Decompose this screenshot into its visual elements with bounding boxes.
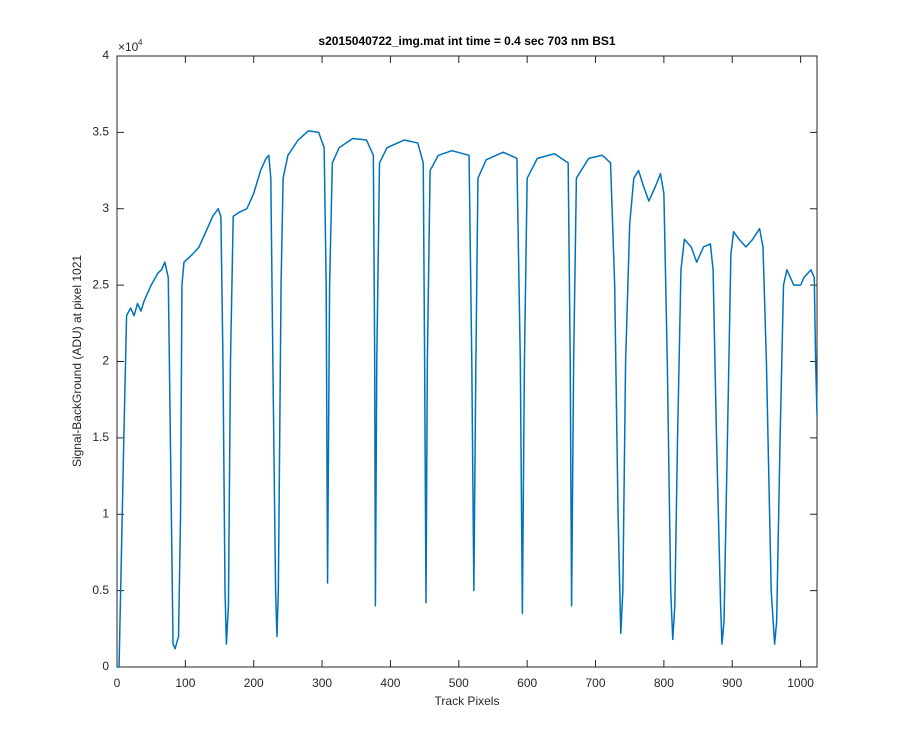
data-line bbox=[117, 130, 818, 668]
x-tick-label: 600 bbox=[517, 676, 537, 690]
x-tick-label: 500 bbox=[449, 676, 469, 690]
y-tick-label: 4 bbox=[102, 48, 109, 62]
x-tick-label: 700 bbox=[586, 676, 606, 690]
x-tick-label: 100 bbox=[175, 676, 195, 690]
y-tick-label: 1.5 bbox=[92, 430, 109, 444]
y-tick-label: 0.5 bbox=[92, 583, 109, 597]
x-tick-label: 300 bbox=[312, 676, 332, 690]
x-tick-label: 0 bbox=[114, 676, 121, 690]
y-scale-base: ×10 bbox=[118, 40, 139, 54]
x-tick-label: 1000 bbox=[787, 676, 814, 690]
y-tick-label: 1 bbox=[102, 506, 109, 520]
y-tick-label: 2.5 bbox=[92, 277, 109, 291]
x-tick-label: 900 bbox=[722, 676, 742, 690]
y-tick-label: 2 bbox=[102, 354, 109, 368]
y-axis-label: Signal-BackGround (ADU) at pixel 1021 bbox=[70, 255, 84, 467]
x-axis-label: Track Pixels bbox=[435, 694, 500, 708]
x-tick-label: 400 bbox=[380, 676, 400, 690]
y-tick-label: 3.5 bbox=[92, 125, 109, 139]
y-tick-label: 3 bbox=[102, 201, 109, 215]
y-tick-label: 0 bbox=[102, 659, 109, 673]
x-tick-label: 200 bbox=[244, 676, 264, 690]
y-scale-exponent: 4 bbox=[138, 38, 143, 47]
chart-title: s2015040722_img.mat int time = 0.4 sec 7… bbox=[318, 34, 616, 48]
x-tick-label: 800 bbox=[654, 676, 674, 690]
